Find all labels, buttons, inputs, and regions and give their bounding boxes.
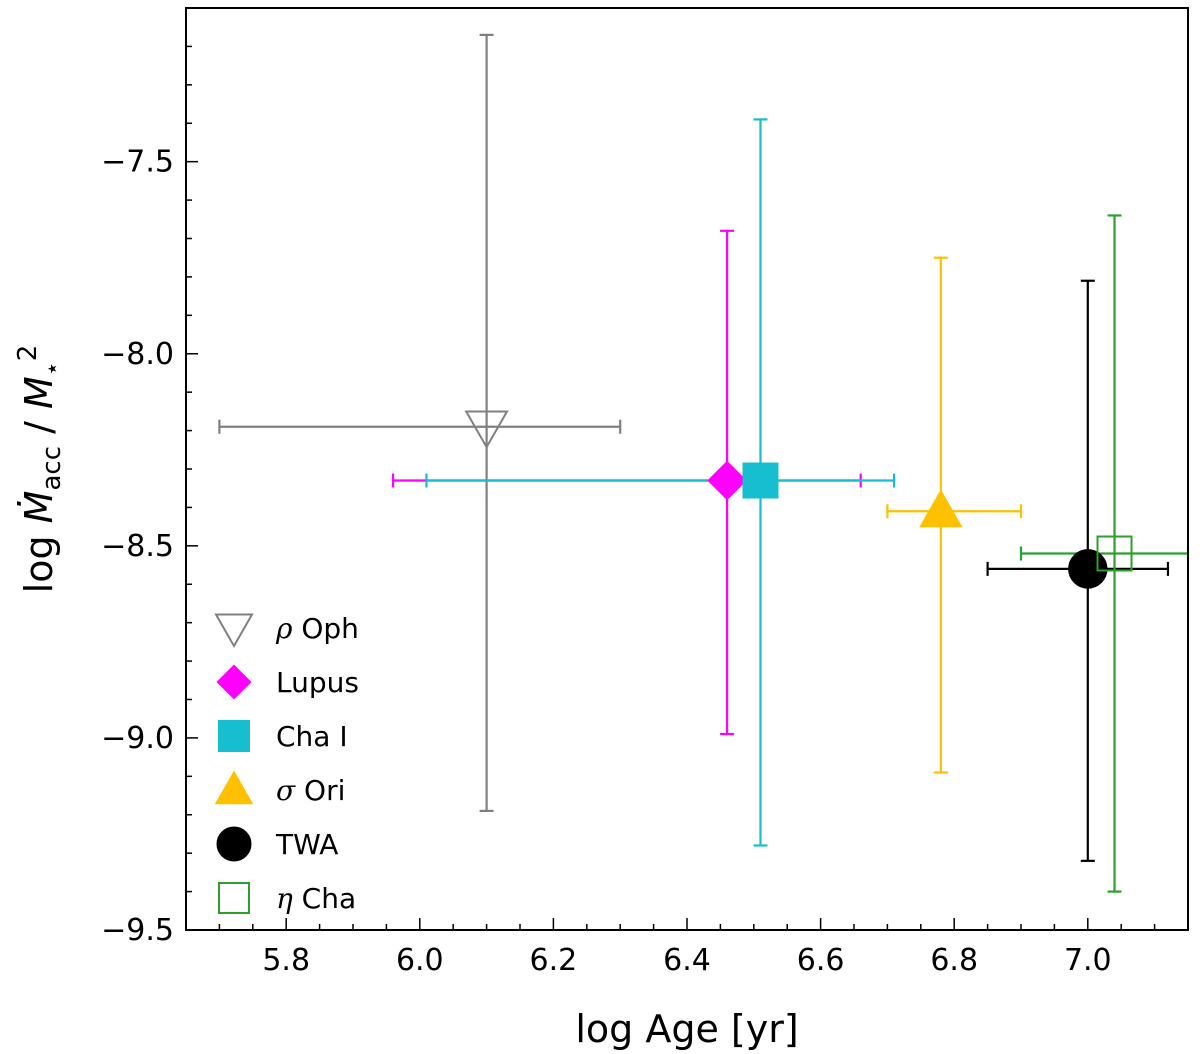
x-tick-label: 5.8 bbox=[262, 943, 310, 978]
legend-text: Ori bbox=[295, 774, 345, 807]
y-axis-label-prefix: log bbox=[17, 523, 61, 593]
legend-text: Oph bbox=[292, 612, 358, 645]
error-bars bbox=[218, 33, 1190, 893]
y-tick-label: −8.5 bbox=[101, 529, 174, 564]
legend-label: TWA bbox=[275, 828, 338, 861]
legend-label: η Cha bbox=[276, 882, 356, 915]
legend-marker bbox=[218, 882, 250, 914]
legend-marker bbox=[214, 613, 254, 649]
y-axis-label-sup: 2 bbox=[13, 345, 43, 362]
y-axis-label-star: ⋆ bbox=[38, 361, 66, 376]
data-point-cha bbox=[1096, 535, 1133, 572]
legend-marker bbox=[218, 720, 250, 752]
y-tick-label: −9.0 bbox=[101, 721, 174, 756]
data-point-oph bbox=[464, 410, 509, 450]
legend-label: σ Ori bbox=[276, 774, 345, 807]
legend-greek: σ bbox=[276, 774, 296, 807]
x-axis-label: log Age [yr] bbox=[575, 1007, 798, 1051]
legend-marker bbox=[214, 770, 254, 805]
y-axis-ticks: −7.5 −8.0 −8.5 −9.0 −9.5 bbox=[101, 7, 198, 948]
data-markers bbox=[464, 410, 1133, 589]
legend-marker bbox=[216, 664, 252, 700]
y-axis-label-sub: acc bbox=[37, 446, 67, 491]
legend-greek: ρ bbox=[275, 612, 293, 645]
x-axis-ticks: 5.8 6.0 6.2 6.4 6.6 6.8 7.0 bbox=[185, 918, 1189, 978]
legend-greek: η bbox=[276, 882, 293, 915]
legend-text: Cha I bbox=[276, 720, 348, 753]
data-point-twa bbox=[1068, 549, 1108, 589]
y-axis-label-slash: / bbox=[17, 409, 61, 446]
legend-label: ρ Oph bbox=[275, 612, 359, 645]
x-tick-label: 6.4 bbox=[663, 943, 711, 978]
data-point-ori bbox=[919, 489, 963, 528]
legend-text: Cha bbox=[293, 882, 356, 915]
x-tick-label: 6.6 bbox=[797, 943, 845, 978]
legend: ρ Oph Lupus Cha I σ Ori TWA η Cha bbox=[214, 612, 359, 915]
y-tick-label: −8.0 bbox=[101, 337, 174, 372]
y-axis-label: log Ṁacc / M⋆2 bbox=[13, 345, 67, 594]
data-point-lupus bbox=[707, 460, 747, 501]
x-tick-label: 6.0 bbox=[396, 943, 444, 978]
x-tick-label: 7.0 bbox=[1064, 943, 1112, 978]
y-axis-label-m: M bbox=[17, 376, 61, 409]
legend-label: Cha I bbox=[276, 720, 348, 753]
x-tick-label: 6.2 bbox=[530, 943, 578, 978]
x-tick-label: 6.8 bbox=[930, 943, 978, 978]
y-tick-label: −9.5 bbox=[101, 913, 174, 948]
y-axis-label-mdot: Ṁ bbox=[17, 491, 61, 524]
data-point-cha-i bbox=[742, 462, 779, 499]
legend-label: Lupus bbox=[276, 666, 359, 699]
legend-marker bbox=[216, 826, 252, 862]
legend-text: TWA bbox=[275, 828, 338, 861]
y-tick-label: −7.5 bbox=[101, 145, 174, 180]
legend-text: Lupus bbox=[276, 666, 359, 699]
